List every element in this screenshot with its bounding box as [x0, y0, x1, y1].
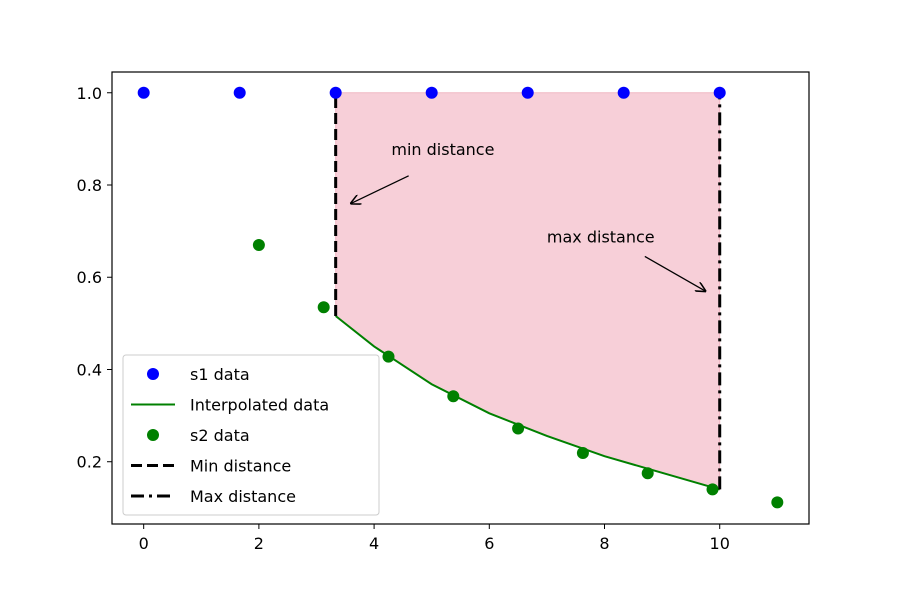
s1-point	[521, 86, 534, 99]
s1-point	[617, 86, 630, 99]
s1-point	[329, 86, 342, 99]
s2-point	[447, 390, 460, 403]
s2-point	[382, 350, 395, 363]
legend-marker	[147, 429, 159, 441]
s2-point	[252, 238, 265, 251]
axes-layer: 0 2 4 6 8 10 0.2 0.4 0.6 0.8 1.0	[77, 71, 810, 553]
y-tick-label: 0.4	[77, 360, 102, 379]
legend-label: s1 data	[190, 365, 250, 384]
x-tick-label: 4	[369, 534, 379, 553]
s1-point	[425, 86, 438, 99]
s2-point	[641, 467, 654, 480]
legend-box	[122, 354, 380, 516]
s2-point	[706, 483, 719, 496]
x-tick-label: 0	[139, 534, 149, 553]
y-tick-label: 0.2	[77, 453, 102, 472]
series-layer	[137, 86, 784, 509]
legend-label: Max distance	[190, 487, 296, 506]
y-tick-label: 0.6	[77, 268, 102, 287]
x-tick-label: 2	[254, 534, 264, 553]
y-tick-label: 1.0	[77, 84, 102, 103]
y-tick-label: 0.8	[77, 176, 102, 195]
s1-point	[233, 86, 246, 99]
annotation-arrow	[644, 255, 705, 291]
s2-point	[576, 446, 589, 459]
annotation-layer: min distance max distance	[351, 140, 705, 291]
x-tick-label: 10	[710, 534, 730, 553]
x-tick-label: 8	[599, 534, 609, 553]
x-tick-label: 6	[484, 534, 494, 553]
s2-point	[317, 301, 330, 314]
legend-label: Interpolated data	[190, 396, 329, 415]
s2-point	[512, 422, 525, 435]
annotation-arrow	[351, 175, 409, 204]
plot-frame	[111, 71, 810, 525]
s2-point	[771, 496, 784, 509]
legend-label: Min distance	[190, 457, 291, 476]
annotation-label: max distance	[547, 228, 655, 247]
legend-label: s2 data	[190, 426, 250, 445]
legend: s1 data Interpolated data s2 data Min dista…	[122, 354, 380, 516]
s1-point	[137, 86, 150, 99]
annotation-label: min distance	[391, 140, 494, 159]
legend-marker	[147, 368, 159, 380]
s1-point	[713, 86, 726, 99]
